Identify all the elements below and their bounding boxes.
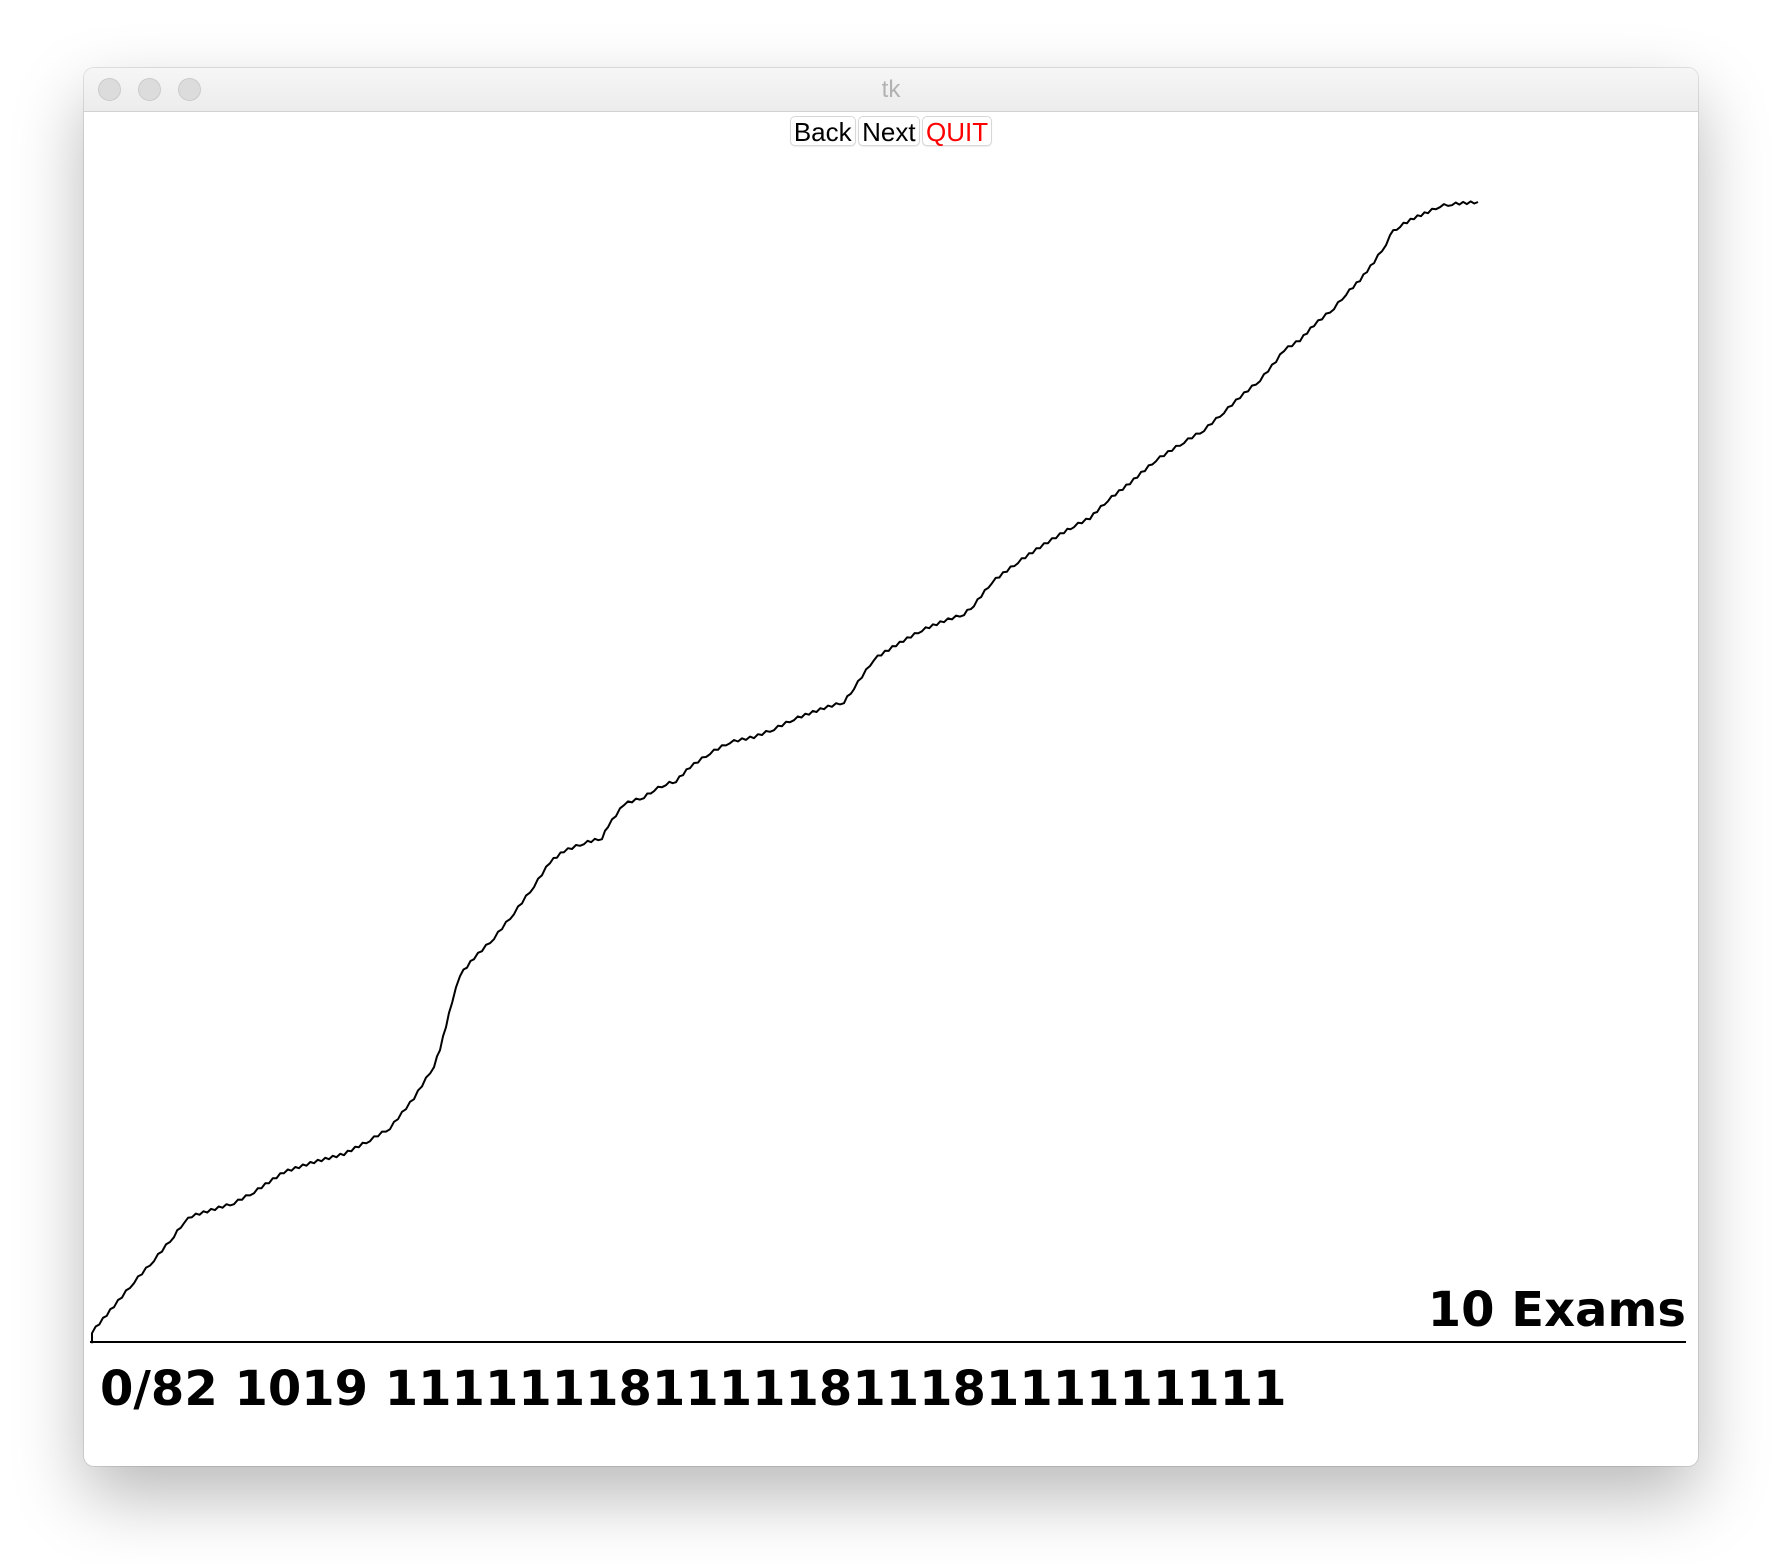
toolbar: Back Next QUIT xyxy=(84,116,1698,150)
next-button[interactable]: Next xyxy=(858,116,920,147)
zoom-window-button[interactable] xyxy=(178,78,201,101)
status-line: 0/82 1019 111111181111181118111111111 xyxy=(100,1361,1287,1417)
progress-curve xyxy=(91,200,1479,1344)
app-window: tk Back Next QUIT 10 Exams 0/82 1019 111… xyxy=(84,68,1698,1466)
window-title: tk xyxy=(881,76,901,103)
progress-plot xyxy=(90,200,1686,1344)
exam-count-label: 10 Exams xyxy=(1427,1282,1686,1338)
close-window-button[interactable] xyxy=(98,78,121,101)
back-button[interactable]: Back xyxy=(789,116,856,147)
quit-button[interactable]: QUIT xyxy=(922,116,993,147)
title-bar: tk xyxy=(84,68,1698,112)
minimize-window-button[interactable] xyxy=(138,78,161,101)
